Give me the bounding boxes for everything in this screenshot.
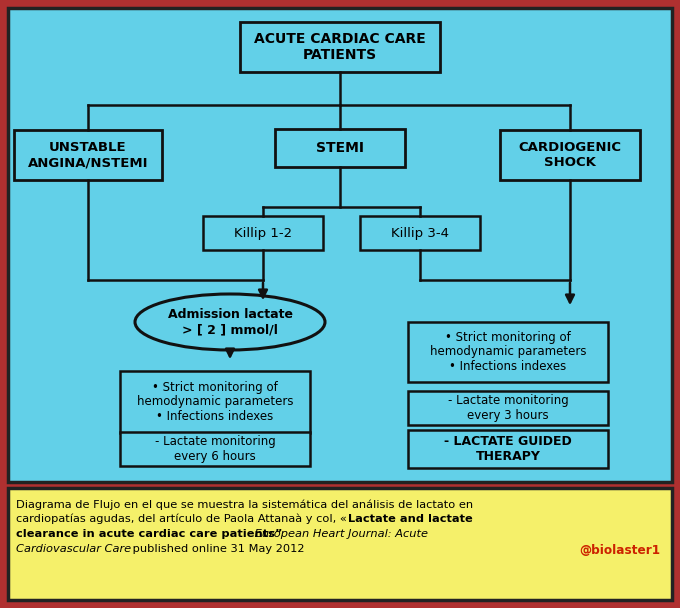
FancyBboxPatch shape: [408, 430, 608, 468]
Text: cardiopatías agudas, del artículo de Paola Attanaà y col, «: cardiopatías agudas, del artículo de Pao…: [16, 514, 347, 525]
FancyBboxPatch shape: [360, 216, 480, 250]
Text: European Heart Journal: Acute: European Heart Journal: Acute: [251, 529, 428, 539]
FancyBboxPatch shape: [14, 130, 162, 180]
Text: - Lactate monitoring
every 3 hours: - Lactate monitoring every 3 hours: [447, 394, 568, 422]
Text: @biolaster1: @biolaster1: [579, 544, 660, 557]
Text: Killip 1-2: Killip 1-2: [234, 227, 292, 240]
Text: Killip 3-4: Killip 3-4: [391, 227, 449, 240]
Text: CARDIOGENIC
SHOCK: CARDIOGENIC SHOCK: [518, 141, 622, 169]
Text: published online 31 May 2012: published online 31 May 2012: [129, 544, 305, 554]
FancyBboxPatch shape: [500, 130, 640, 180]
Text: Diagrama de Flujo en el que se muestra la sistemática del análisis de lactato en: Diagrama de Flujo en el que se muestra l…: [16, 499, 473, 510]
FancyBboxPatch shape: [8, 488, 672, 600]
Text: clearance in acute cardiac care patients”: clearance in acute cardiac care patients…: [16, 529, 282, 539]
FancyBboxPatch shape: [408, 322, 608, 382]
FancyBboxPatch shape: [408, 391, 608, 425]
FancyBboxPatch shape: [240, 22, 440, 72]
Text: STEMI: STEMI: [316, 141, 364, 155]
Ellipse shape: [135, 294, 325, 350]
Text: • Strict monitoring of
hemodynamic parameters
• Infections indexes: • Strict monitoring of hemodynamic param…: [430, 331, 586, 373]
FancyBboxPatch shape: [275, 129, 405, 167]
Text: - LACTATE GUIDED
THERAPY: - LACTATE GUIDED THERAPY: [444, 435, 572, 463]
FancyBboxPatch shape: [8, 8, 672, 482]
FancyBboxPatch shape: [120, 432, 310, 466]
Text: • Strict monitoring of
hemodynamic parameters
• Infections indexes: • Strict monitoring of hemodynamic param…: [137, 381, 293, 424]
FancyBboxPatch shape: [120, 371, 310, 433]
Text: UNSTABLE
ANGINA/NSTEMI: UNSTABLE ANGINA/NSTEMI: [28, 141, 148, 169]
Text: - Lactate monitoring
every 6 hours: - Lactate monitoring every 6 hours: [154, 435, 275, 463]
Text: Cardiovascular Care: Cardiovascular Care: [16, 544, 131, 554]
Text: ACUTE CARDIAC CARE
PATIENTS: ACUTE CARDIAC CARE PATIENTS: [254, 32, 426, 62]
Text: Admission lactate
> [ 2 ] mmol/l: Admission lactate > [ 2 ] mmol/l: [167, 308, 292, 336]
FancyBboxPatch shape: [203, 216, 323, 250]
Text: Lactate and lactate: Lactate and lactate: [348, 514, 473, 524]
